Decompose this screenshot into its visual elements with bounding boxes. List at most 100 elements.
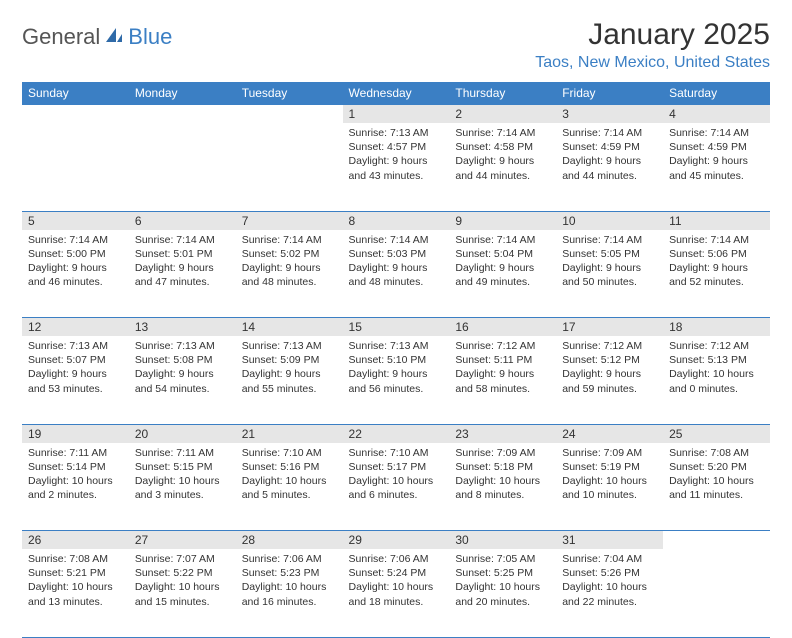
sunrise-text: Sunrise: 7:05 AM bbox=[455, 552, 550, 566]
weekday-header: Sunday bbox=[22, 82, 129, 105]
day-detail-cell: Sunrise: 7:13 AMSunset: 5:08 PMDaylight:… bbox=[129, 336, 236, 424]
daylight-text: and 8 minutes. bbox=[455, 488, 550, 502]
daylight-text: Daylight: 10 hours bbox=[669, 367, 764, 381]
sunrise-text: Sunrise: 7:12 AM bbox=[562, 339, 657, 353]
day-number-cell: 26 bbox=[22, 531, 129, 550]
day-detail-cell: Sunrise: 7:05 AMSunset: 5:25 PMDaylight:… bbox=[449, 549, 556, 637]
daylight-text: and 49 minutes. bbox=[455, 275, 550, 289]
day-number-row: 262728293031 bbox=[22, 531, 770, 550]
daylight-text: Daylight: 9 hours bbox=[28, 367, 123, 381]
day-detail-cell: Sunrise: 7:14 AMSunset: 4:59 PMDaylight:… bbox=[663, 123, 770, 211]
sunrise-text: Sunrise: 7:08 AM bbox=[669, 446, 764, 460]
daylight-text: Daylight: 10 hours bbox=[455, 474, 550, 488]
daylight-text: and 50 minutes. bbox=[562, 275, 657, 289]
sunrise-text: Sunrise: 7:14 AM bbox=[562, 126, 657, 140]
daylight-text: and 15 minutes. bbox=[135, 595, 230, 609]
daylight-text: Daylight: 9 hours bbox=[455, 261, 550, 275]
sunset-text: Sunset: 5:20 PM bbox=[669, 460, 764, 474]
sunset-text: Sunset: 5:16 PM bbox=[242, 460, 337, 474]
sunrise-text: Sunrise: 7:14 AM bbox=[669, 233, 764, 247]
sunrise-text: Sunrise: 7:08 AM bbox=[28, 552, 123, 566]
daylight-text: Daylight: 9 hours bbox=[135, 261, 230, 275]
day-detail-cell bbox=[22, 123, 129, 211]
header: General Blue January 2025 Taos, New Mexi… bbox=[22, 18, 770, 72]
day-detail-cell: Sunrise: 7:14 AMSunset: 4:59 PMDaylight:… bbox=[556, 123, 663, 211]
daylight-text: and 59 minutes. bbox=[562, 382, 657, 396]
sunrise-text: Sunrise: 7:09 AM bbox=[562, 446, 657, 460]
day-number-cell: 6 bbox=[129, 211, 236, 230]
day-number-cell: 22 bbox=[343, 424, 450, 443]
month-title: January 2025 bbox=[535, 18, 770, 52]
weekday-header: Friday bbox=[556, 82, 663, 105]
sunset-text: Sunset: 5:18 PM bbox=[455, 460, 550, 474]
daylight-text: and 0 minutes. bbox=[669, 382, 764, 396]
daylight-text: and 48 minutes. bbox=[349, 275, 444, 289]
day-number-cell: 27 bbox=[129, 531, 236, 550]
sunset-text: Sunset: 5:15 PM bbox=[135, 460, 230, 474]
sunset-text: Sunset: 5:13 PM bbox=[669, 353, 764, 367]
daylight-text: and 16 minutes. bbox=[242, 595, 337, 609]
sunrise-text: Sunrise: 7:14 AM bbox=[455, 126, 550, 140]
daylight-text: and 45 minutes. bbox=[669, 169, 764, 183]
day-number-cell: 15 bbox=[343, 318, 450, 337]
day-number-cell bbox=[663, 531, 770, 550]
day-number-cell: 11 bbox=[663, 211, 770, 230]
daylight-text: Daylight: 10 hours bbox=[242, 474, 337, 488]
daylight-text: Daylight: 9 hours bbox=[349, 261, 444, 275]
day-number-cell: 28 bbox=[236, 531, 343, 550]
daylight-text: Daylight: 10 hours bbox=[669, 474, 764, 488]
day-detail-cell: Sunrise: 7:12 AMSunset: 5:12 PMDaylight:… bbox=[556, 336, 663, 424]
daylight-text: and 2 minutes. bbox=[28, 488, 123, 502]
daylight-text: Daylight: 10 hours bbox=[28, 474, 123, 488]
sunset-text: Sunset: 5:03 PM bbox=[349, 247, 444, 261]
daylight-text: and 46 minutes. bbox=[28, 275, 123, 289]
day-detail-cell: Sunrise: 7:10 AMSunset: 5:17 PMDaylight:… bbox=[343, 443, 450, 531]
sunset-text: Sunset: 5:06 PM bbox=[669, 247, 764, 261]
weekday-header: Saturday bbox=[663, 82, 770, 105]
sunrise-text: Sunrise: 7:13 AM bbox=[349, 339, 444, 353]
day-detail-row: Sunrise: 7:14 AMSunset: 5:00 PMDaylight:… bbox=[22, 230, 770, 318]
sunset-text: Sunset: 4:58 PM bbox=[455, 140, 550, 154]
sunset-text: Sunset: 5:17 PM bbox=[349, 460, 444, 474]
daylight-text: and 48 minutes. bbox=[242, 275, 337, 289]
daylight-text: Daylight: 9 hours bbox=[562, 367, 657, 381]
day-detail-row: Sunrise: 7:08 AMSunset: 5:21 PMDaylight:… bbox=[22, 549, 770, 637]
day-detail-cell: Sunrise: 7:13 AMSunset: 5:10 PMDaylight:… bbox=[343, 336, 450, 424]
sunrise-text: Sunrise: 7:14 AM bbox=[455, 233, 550, 247]
day-number-cell: 24 bbox=[556, 424, 663, 443]
day-detail-cell: Sunrise: 7:08 AMSunset: 5:20 PMDaylight:… bbox=[663, 443, 770, 531]
sunrise-text: Sunrise: 7:14 AM bbox=[349, 233, 444, 247]
daylight-text: Daylight: 9 hours bbox=[669, 261, 764, 275]
weekday-header: Tuesday bbox=[236, 82, 343, 105]
day-detail-cell: Sunrise: 7:12 AMSunset: 5:13 PMDaylight:… bbox=[663, 336, 770, 424]
sunrise-text: Sunrise: 7:14 AM bbox=[135, 233, 230, 247]
day-number-cell: 10 bbox=[556, 211, 663, 230]
sunrise-text: Sunrise: 7:10 AM bbox=[349, 446, 444, 460]
daylight-text: Daylight: 9 hours bbox=[242, 367, 337, 381]
sunset-text: Sunset: 5:22 PM bbox=[135, 566, 230, 580]
day-number-cell: 18 bbox=[663, 318, 770, 337]
daylight-text: Daylight: 10 hours bbox=[349, 474, 444, 488]
daylight-text: and 18 minutes. bbox=[349, 595, 444, 609]
sunset-text: Sunset: 5:21 PM bbox=[28, 566, 123, 580]
logo-sail-icon bbox=[104, 26, 124, 49]
sunrise-text: Sunrise: 7:14 AM bbox=[242, 233, 337, 247]
sunset-text: Sunset: 5:09 PM bbox=[242, 353, 337, 367]
day-detail-row: Sunrise: 7:11 AMSunset: 5:14 PMDaylight:… bbox=[22, 443, 770, 531]
daylight-text: Daylight: 9 hours bbox=[455, 154, 550, 168]
day-number-row: 1234 bbox=[22, 105, 770, 124]
day-number-cell bbox=[22, 105, 129, 124]
daylight-text: Daylight: 10 hours bbox=[562, 474, 657, 488]
day-number-cell: 31 bbox=[556, 531, 663, 550]
sunrise-text: Sunrise: 7:06 AM bbox=[242, 552, 337, 566]
daylight-text: and 53 minutes. bbox=[28, 382, 123, 396]
sunset-text: Sunset: 5:07 PM bbox=[28, 353, 123, 367]
day-number-cell: 20 bbox=[129, 424, 236, 443]
day-detail-cell: Sunrise: 7:14 AMSunset: 5:03 PMDaylight:… bbox=[343, 230, 450, 318]
sunset-text: Sunset: 5:26 PM bbox=[562, 566, 657, 580]
daylight-text: and 20 minutes. bbox=[455, 595, 550, 609]
daylight-text: and 55 minutes. bbox=[242, 382, 337, 396]
sunset-text: Sunset: 5:19 PM bbox=[562, 460, 657, 474]
day-number-cell: 4 bbox=[663, 105, 770, 124]
day-number-cell: 21 bbox=[236, 424, 343, 443]
